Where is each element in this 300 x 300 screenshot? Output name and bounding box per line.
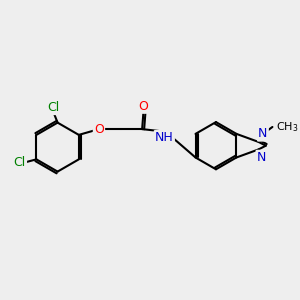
Text: O: O [94, 123, 104, 136]
Text: N: N [258, 128, 268, 140]
Text: CH$_3$: CH$_3$ [276, 120, 298, 134]
Text: Cl: Cl [14, 156, 26, 169]
Text: N: N [257, 151, 266, 164]
Text: NH: NH [155, 131, 174, 144]
Text: Cl: Cl [47, 101, 59, 114]
Text: O: O [139, 100, 148, 112]
